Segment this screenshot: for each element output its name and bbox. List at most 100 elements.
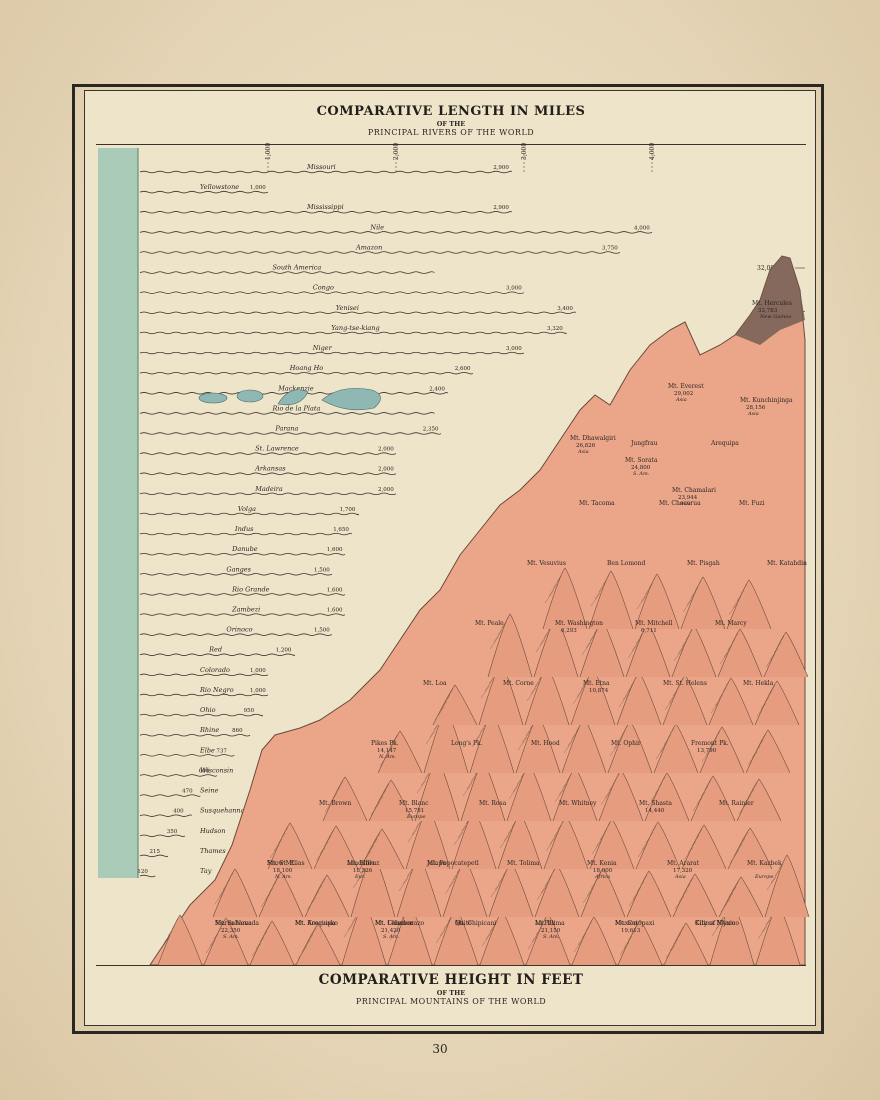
hatch-line <box>301 939 311 953</box>
mountain-name-label: Mt. Marcy <box>715 620 747 627</box>
hatch-line <box>466 776 476 790</box>
hatch-line <box>736 589 745 602</box>
mountain-name-label: Mt. Tolima <box>507 860 540 867</box>
river-line <box>139 472 397 475</box>
mountain-peak <box>718 876 764 918</box>
hatch-line <box>733 843 743 857</box>
mountain-name-label: Ben Lomond <box>607 560 645 567</box>
hatch-line <box>475 727 485 741</box>
mountain-name-label: Arequipa <box>710 440 739 447</box>
mountain-name-label: Mt. Kosciusko <box>295 920 338 927</box>
hatch-line <box>378 789 387 802</box>
hatch-line <box>766 876 777 891</box>
outer-frame <box>72 84 824 1034</box>
hatch-line <box>667 727 675 739</box>
hatch-line <box>672 684 681 697</box>
hatch-line <box>534 675 543 688</box>
mountain-peak <box>626 870 672 918</box>
hatch-line <box>709 736 718 749</box>
mountain-height-label: 18,526 <box>353 868 373 874</box>
mountain-region-label: Asia <box>674 874 686 880</box>
mountain-name-label: Mt. Hood <box>531 740 560 747</box>
hatch-line <box>309 927 317 939</box>
hatch-line <box>728 886 737 899</box>
hatch-line <box>480 684 491 699</box>
hatch-line <box>540 880 550 894</box>
mountain-height-label: 6,293 <box>561 628 577 634</box>
river-length-label: 1,500 <box>314 628 330 634</box>
mountain-height-label: 15,781 <box>405 808 424 814</box>
river-name-label: Arkansas <box>254 465 286 473</box>
hatch-line <box>498 871 507 884</box>
hatch-line <box>590 877 599 890</box>
river-name-label: St. Lawrence <box>255 445 299 453</box>
river-name-label: Yellowstone <box>200 183 239 191</box>
hatch-line <box>318 878 326 890</box>
mountain-name-label: Mt. Everest <box>668 383 704 390</box>
mountain-region-label: Europe <box>406 814 425 820</box>
river-line <box>139 211 512 214</box>
mountain-peak <box>708 677 754 726</box>
mountain-peak <box>212 868 258 918</box>
hatch-line <box>453 831 464 846</box>
river-line <box>139 311 576 314</box>
hatch-line <box>273 838 283 852</box>
hatch-line <box>448 874 458 888</box>
hatch-line <box>728 601 739 616</box>
river-length-label: 3,000 <box>506 286 522 292</box>
hatch-line <box>526 687 537 702</box>
hatch-line <box>678 889 688 903</box>
hatch-line <box>729 849 740 864</box>
mountain-name-label: Mt. Vesuvius <box>527 560 566 567</box>
hatch-line <box>539 632 549 646</box>
hatch-line <box>535 923 544 936</box>
river-line <box>139 593 346 596</box>
hatch-line <box>263 924 271 936</box>
hatch-line <box>226 872 234 884</box>
river-length-label: 737 <box>216 748 227 754</box>
hatch-line <box>608 779 617 792</box>
mountain-peak <box>588 570 634 630</box>
hatch-line <box>732 880 740 892</box>
mountain-name-label: Mt. Chimborazo <box>375 920 424 927</box>
mountain-peak <box>764 854 810 918</box>
mountain-name-label: Mt. Elbruz <box>347 860 379 867</box>
hatch-line <box>493 629 503 643</box>
river-name-label: Hoang Ho <box>289 364 324 372</box>
hatch-line <box>499 834 510 849</box>
hatch-line <box>595 834 605 848</box>
river-scale-tick-label: 2,000 <box>393 143 400 160</box>
hatch-line <box>719 650 730 665</box>
hatch-line <box>681 635 690 648</box>
hatch-line <box>272 875 280 887</box>
mountain-name-label: Long's Pk. <box>451 740 483 747</box>
mountain-height-label: 14,147 <box>377 748 397 754</box>
river-length-label: 1,000 <box>250 668 266 674</box>
mountains-group <box>149 255 810 966</box>
hatch-line <box>347 917 357 931</box>
mountain-name-label: Mt. Chocorua <box>659 500 701 507</box>
hatch-line <box>314 884 323 897</box>
mountain-height-label: 18,100 <box>273 868 293 874</box>
hatch-line <box>577 932 587 946</box>
hatch-line <box>623 935 633 949</box>
hatch-line <box>374 795 384 809</box>
river-name-label: Nile <box>369 223 384 231</box>
hatch-line <box>494 877 504 891</box>
hatch-line <box>769 647 779 661</box>
mountain-name-label: Mt. Whitney <box>559 800 597 807</box>
hatch-line <box>710 699 721 714</box>
mountain-height-label: 13,790 <box>697 748 717 754</box>
river-line <box>139 291 525 294</box>
river-line <box>139 653 295 656</box>
hatch-line <box>598 580 607 593</box>
hatch-line <box>425 730 436 745</box>
mountain-height-label: 28,156 <box>746 405 766 411</box>
mountain-peak <box>680 576 726 630</box>
river-length-label: 1,700 <box>340 507 356 513</box>
hatch-line <box>576 684 586 698</box>
hatch-line <box>722 681 730 693</box>
hatch-line <box>621 724 629 736</box>
hatch-line <box>553 825 562 838</box>
river-length-label: 3,400 <box>557 306 573 312</box>
